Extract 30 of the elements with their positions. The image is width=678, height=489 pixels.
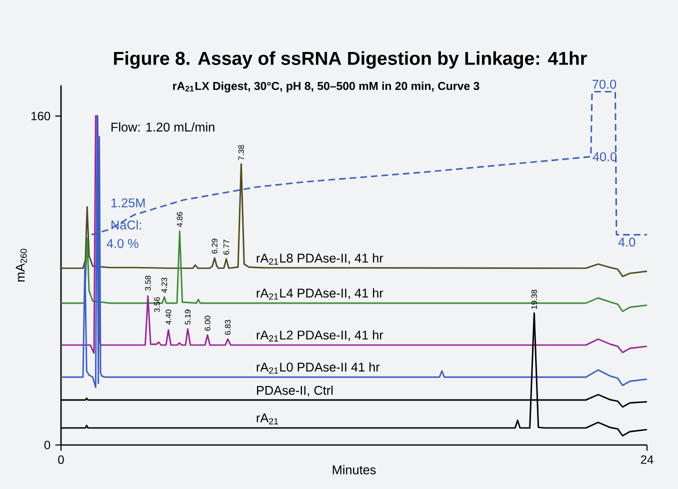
y-axis-title: mA$_{260}$ [16,248,27,282]
series-label: rA$_{21}$L4 PDAse-II, 41 hr [256,288,384,300]
annotation: 6.29 [212,238,218,254]
annotation: 3.56 [154,297,160,312]
x-axis-title: Minutes [332,465,376,474]
annotation: 6.83 [224,320,231,335]
chart-subtitle: rA$_{21}$LX Digest, 30°C, pH 8, 50–500 mM in 20 min, Curve 3 [173,82,480,92]
y-tick-label: 160 [31,112,50,120]
series-label: rA$_{21}$L8 PDAse-II, 41 hr [256,253,384,265]
annotation: 5.19 [184,310,191,325]
annotation: 1.25M [111,198,145,208]
annotation: Flow: 1.20 mL/min [112,122,214,132]
annotation: 7.38 [238,145,244,160]
annotation: 4.86 [176,212,183,228]
series-label: PDAse-II, Ctrl [257,386,333,396]
annotation: 3.58 [145,276,151,291]
annotation: 19.38 [531,290,538,309]
annotation: 4.40 [166,310,172,325]
series-label: rA$_{21}$ [256,414,278,424]
x-tick-label: 24 [640,455,654,464]
chart-title: Figure 8. Assay of ssRNA Digestion by Linkage: 41hr [114,51,587,69]
annotation: 6.00 [204,316,210,331]
data-label: 4.0 [618,238,636,247]
annotation: NaCl: [112,220,141,230]
data-label: 4.0 % [106,239,138,248]
data-label: 70.0 [592,80,616,89]
annotation: 6.77 [223,240,230,255]
annotation: 4.23 [161,278,168,293]
series-label: rA$_{21}$L2 PDAse-II, 41 hr [256,330,384,342]
series-label: rA$_{21}$L0 PDAse-II 41 hr [256,362,380,374]
